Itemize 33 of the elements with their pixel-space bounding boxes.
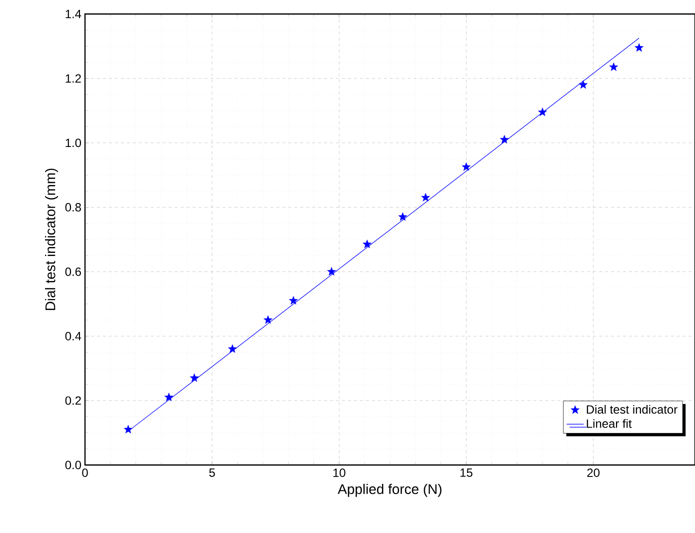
y-tick-label: 0.6 [65, 267, 81, 276]
y-tick-label: 0.4 [65, 332, 82, 340]
point [609, 62, 618, 71]
point [500, 135, 509, 144]
x-tick-label: 10 [333, 468, 346, 477]
x-axis-title: Applied force (N) [338, 484, 442, 497]
point [164, 392, 174, 402]
y-tick-label: 0.8 [65, 203, 81, 212]
legend-label: Dial test indicator [586, 404, 678, 414]
x-tick-label: 5 [209, 468, 215, 477]
x-tick-label: 20 [587, 468, 600, 477]
point [398, 212, 408, 221]
x-tick-label: 0 [82, 468, 88, 477]
point [538, 108, 547, 116]
y-axis-title: Dial test indicator (mm) [45, 168, 58, 310]
point [327, 267, 336, 276]
point [124, 424, 133, 434]
y-tick-label: 1.0 [66, 138, 82, 148]
y-tick-label: 1.2 [66, 74, 81, 83]
x-tick-label: 15 [460, 468, 472, 477]
point [634, 43, 644, 52]
point [578, 80, 588, 89]
point [421, 192, 430, 202]
point [264, 315, 272, 324]
legend-label: Linear fit [586, 419, 632, 428]
point [228, 344, 237, 353]
y-tick-label: 0.0 [65, 460, 82, 470]
point [462, 162, 471, 171]
y-tick-label: 0.2 [65, 396, 81, 405]
point [362, 240, 372, 248]
point [190, 373, 199, 382]
y-tick-label: 1.4 [66, 10, 82, 18]
point [289, 296, 298, 304]
